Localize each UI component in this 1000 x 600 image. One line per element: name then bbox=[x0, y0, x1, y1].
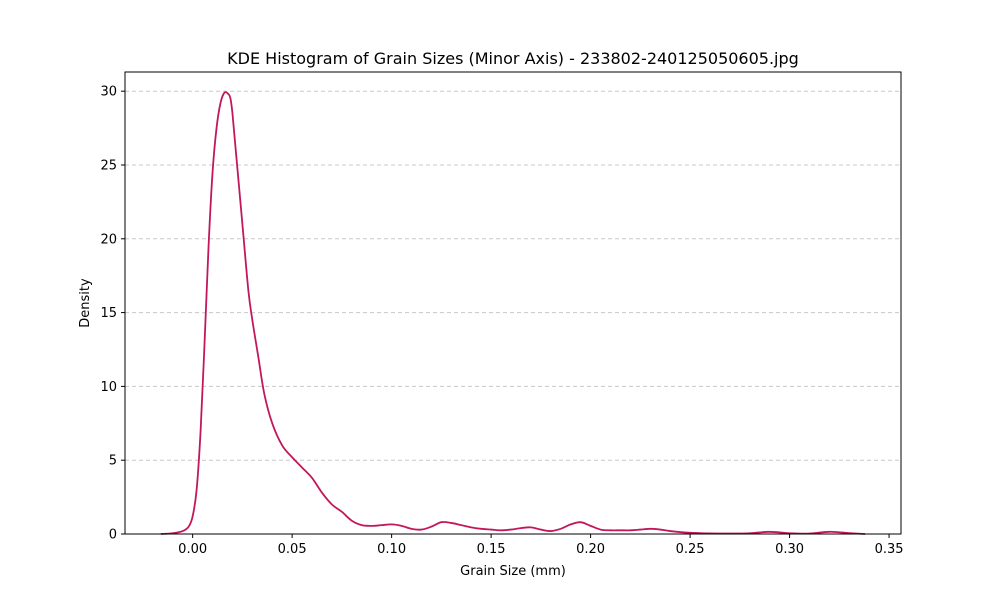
x-tick-label: 0.25 bbox=[676, 542, 705, 557]
x-tick-label: 0.20 bbox=[576, 542, 605, 557]
x-tick-label: 0.15 bbox=[477, 542, 506, 557]
plot-frame bbox=[124, 71, 902, 535]
y-axis-ticks: 0 5 10 15 20 25 30 bbox=[100, 85, 125, 543]
x-tick-label: 0.10 bbox=[377, 542, 406, 557]
y-tick-label: 15 bbox=[100, 306, 117, 321]
x-tick-label: 0.05 bbox=[278, 542, 307, 557]
grid-layer bbox=[125, 90, 901, 461]
y-tick-label: 0 bbox=[109, 528, 117, 543]
x-tick-label: 0.30 bbox=[775, 542, 804, 557]
x-tick-label: 0.35 bbox=[875, 542, 904, 557]
x-axis-label: Grain Size (mm) bbox=[460, 564, 566, 579]
x-axis-ticks: 0.00 0.05 0.10 0.15 0.20 0.25 0.30 0.35 bbox=[178, 534, 904, 557]
y-tick-label: 5 bbox=[109, 454, 117, 469]
y-axis-label: Density bbox=[78, 278, 93, 328]
y-tick-label: 10 bbox=[100, 380, 117, 395]
x-tick-label: 0.00 bbox=[178, 542, 207, 557]
chart-title: KDE Histogram of Grain Sizes (Minor Axis… bbox=[227, 49, 799, 68]
y-tick-label: 30 bbox=[100, 85, 117, 100]
y-tick-label: 25 bbox=[100, 158, 117, 173]
density-line bbox=[160, 91, 866, 535]
y-tick-label: 20 bbox=[100, 232, 117, 247]
